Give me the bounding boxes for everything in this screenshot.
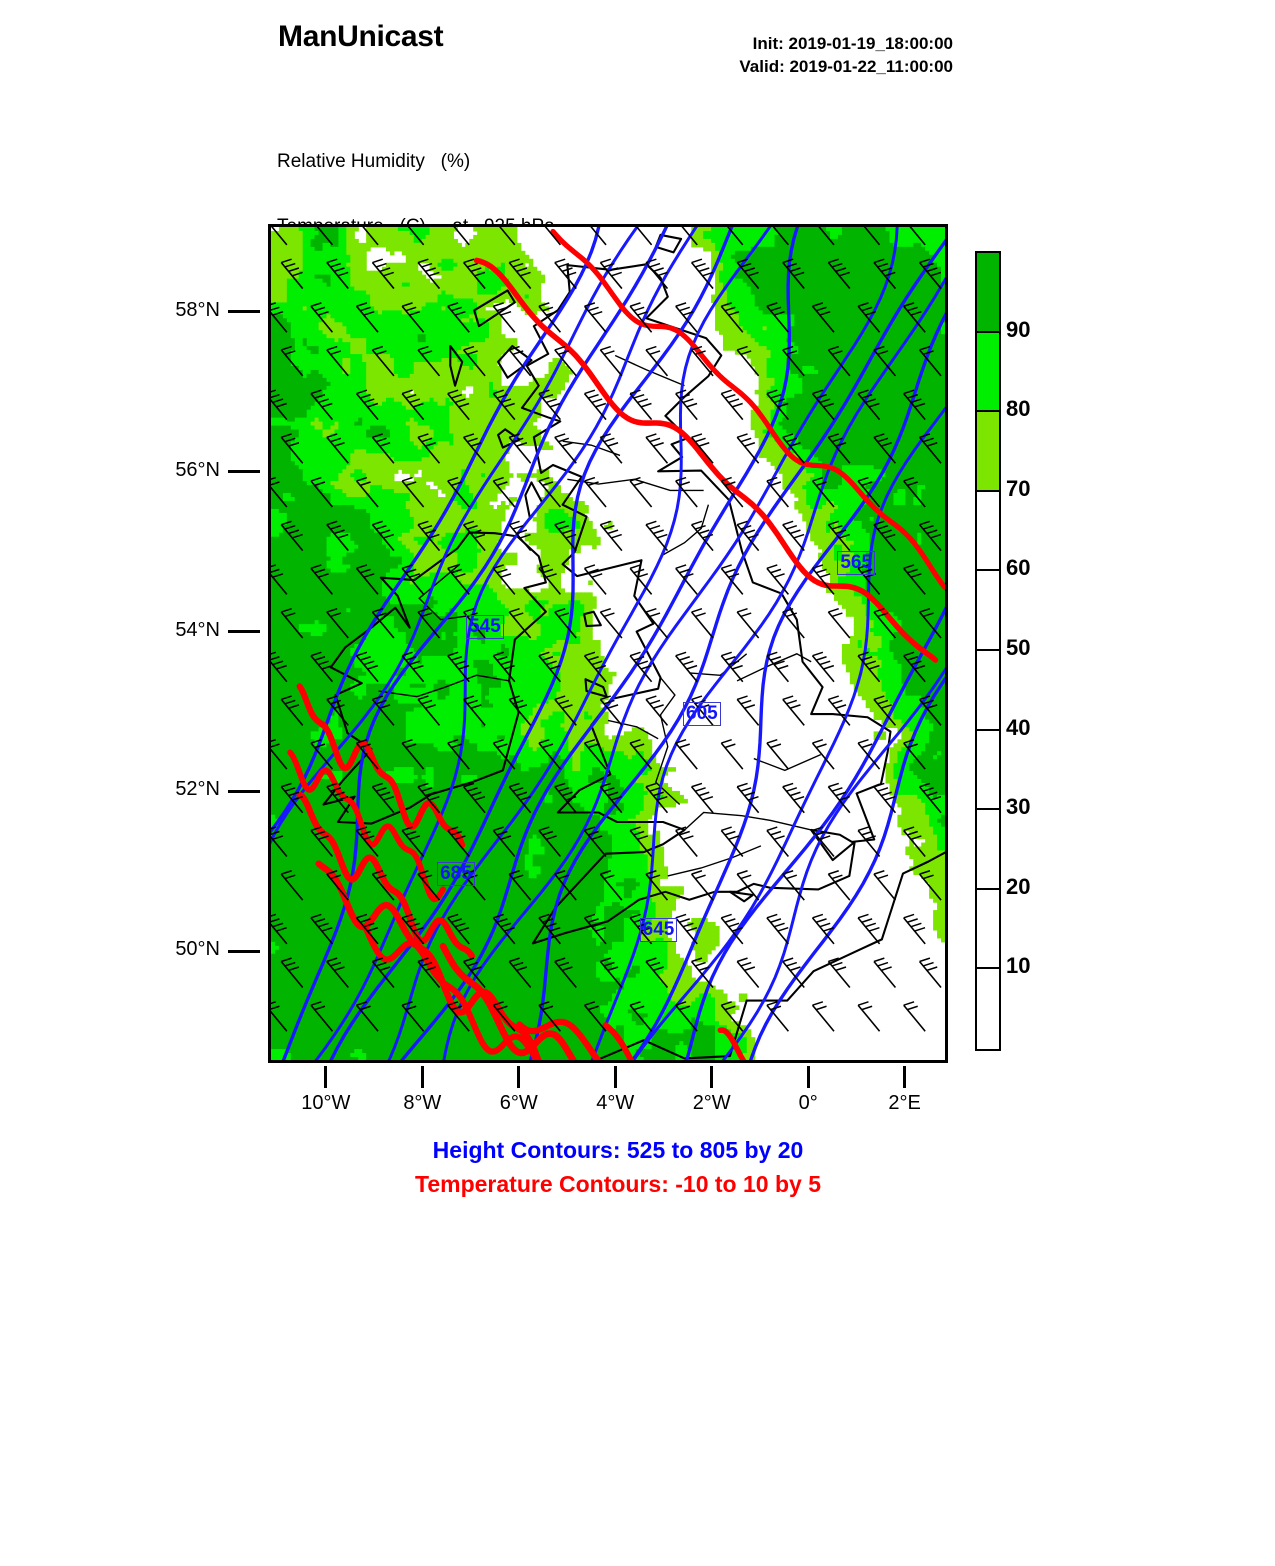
- height-contour-label: 645: [639, 918, 678, 943]
- height-contour-label: 565: [837, 550, 876, 575]
- page-title: ManUnicast: [278, 20, 444, 54]
- colorbar-cell: [977, 412, 999, 492]
- latitude-axis: 58°N 56°N 54°N 52°N 50°N: [150, 224, 260, 1063]
- valid-time: Valid: 2019-01-22_11:00:00: [600, 55, 953, 78]
- colorbar-cell: [977, 491, 999, 572]
- colorbar-tick-label: 40: [1006, 715, 1030, 741]
- latitude-tick: [228, 470, 260, 474]
- longitude-tick-label: 10°W: [278, 1092, 374, 1115]
- height-contour-label: 545: [466, 614, 504, 639]
- colorbar-tick-label: 70: [1006, 476, 1030, 502]
- longitude-tick: [903, 1066, 907, 1088]
- latitude-tick: [228, 949, 260, 953]
- longitude-tick: [710, 1066, 714, 1088]
- height-contour-legend: Height Contours: 525 to 805 by 20: [268, 1133, 968, 1167]
- latitude-tick-label: 52°N: [175, 778, 220, 801]
- colorbar-tick-label: 50: [1006, 635, 1030, 661]
- colorbar-tick-label: 30: [1006, 794, 1030, 820]
- wind-barbs: [271, 227, 942, 1032]
- run-time-block: Init: 2019-01-19_18:00:00 Valid: 2019-01…: [600, 32, 953, 78]
- colorbar-cell: [977, 810, 999, 890]
- colorbar-cell: [977, 889, 999, 970]
- longitude-tick: [324, 1066, 328, 1088]
- weather-map[interactable]: 565 545 605 685 645: [268, 224, 948, 1063]
- colorbar-tick-label: 20: [1006, 874, 1030, 900]
- temperature-contour-legend: Temperature Contours: -10 to 10 by 5: [268, 1167, 968, 1201]
- colorbar-labels: 90 80 70 60 50 40 30 20 10: [1006, 251, 1076, 1051]
- longitude-tick-label: 2°W: [664, 1092, 760, 1115]
- colorbar-cell: [977, 650, 999, 731]
- colorbar-tick-label: 10: [1006, 953, 1030, 979]
- field-humidity: Relative Humidity (%): [277, 151, 555, 173]
- height-contour-label: 605: [683, 702, 721, 727]
- colorbar-tick-label: 80: [1006, 396, 1030, 422]
- longitude-tick: [613, 1066, 617, 1088]
- longitude-tick-label: 4°W: [567, 1092, 663, 1115]
- latitude-tick: [228, 789, 260, 793]
- colorbar-cell: [977, 253, 999, 333]
- longitude-tick-label: 8°W: [374, 1092, 470, 1115]
- colorbar-cell: [977, 332, 999, 413]
- longitude-tick: [806, 1066, 810, 1088]
- longitude-axis: 10°W 8°W 6°W 4°W 2°W 0° 2°E: [268, 1066, 948, 1126]
- longitude-tick: [420, 1066, 424, 1088]
- latitude-tick-label: 58°N: [175, 299, 220, 322]
- height-contours: [271, 227, 945, 1060]
- map-canvas: [271, 227, 945, 1060]
- colorbar-cell: [977, 969, 999, 1049]
- longitude-tick-label: 0°: [760, 1092, 856, 1115]
- latitude-tick-label: 56°N: [175, 459, 220, 482]
- colorbar-cell: [977, 571, 999, 651]
- colorbar-tick-label: 60: [1006, 555, 1030, 581]
- colorbar-cell: [977, 730, 999, 811]
- longitude-tick: [517, 1066, 521, 1088]
- latitude-tick-label: 50°N: [175, 938, 220, 961]
- colorbar-tick-label: 90: [1006, 317, 1030, 343]
- temperature-contours: [287, 228, 945, 1060]
- longitude-tick-label: 2°E: [857, 1092, 953, 1115]
- latitude-tick: [228, 310, 260, 314]
- longitude-tick-label: 6°W: [471, 1092, 567, 1115]
- humidity-colorbar[interactable]: [975, 251, 1001, 1051]
- height-contour-label: 685: [437, 862, 475, 887]
- contour-legend: Height Contours: 525 to 805 by 20 Temper…: [268, 1133, 968, 1201]
- latitude-tick: [228, 630, 260, 633]
- latitude-tick-label: 54°N: [175, 619, 220, 642]
- init-time: Init: 2019-01-19_18:00:00: [600, 32, 953, 55]
